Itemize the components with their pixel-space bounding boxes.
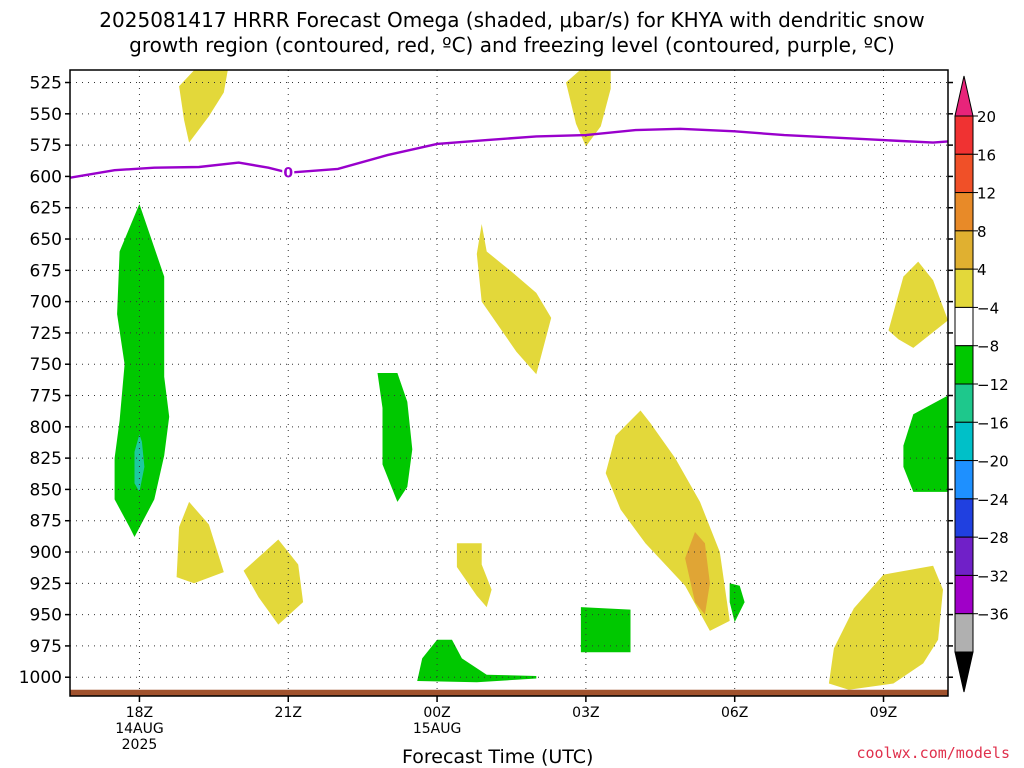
y-tick-label: 525 <box>30 74 62 94</box>
colorbar-bin <box>954 498 974 538</box>
x-tick-sublabel: 14AUG <box>115 721 164 737</box>
omega-region-yellow <box>243 539 304 625</box>
omega-region-teal <box>134 434 145 492</box>
y-tick-label: 900 <box>30 543 62 563</box>
x-tick-sublabel: 15AUG <box>413 721 462 737</box>
y-tick-label: 875 <box>30 512 62 532</box>
y-tick-label: 675 <box>30 261 62 281</box>
colorbar-tick-label: 12 <box>977 185 996 203</box>
colorbar-bin <box>954 536 974 576</box>
omega-region-green <box>377 373 413 502</box>
y-tick-label: 950 <box>30 606 62 626</box>
colorbar-bin <box>954 153 974 194</box>
x-tick-label: 00Z <box>423 705 450 721</box>
y-tick-label: 650 <box>30 230 62 250</box>
colorbar-bin <box>954 268 974 308</box>
colorbar-bin <box>954 345 974 385</box>
omega-region-green <box>114 204 170 537</box>
y-tick-label: 750 <box>30 355 62 375</box>
omega-region-yellow <box>888 261 948 348</box>
colorbar-tick-label: −20 <box>977 453 1009 471</box>
colorbar-bin <box>954 421 974 462</box>
x-tick-sublabel: 2025 <box>122 737 158 753</box>
colorbar-tick-label: −24 <box>977 491 1009 509</box>
colorbar-bin <box>954 230 974 270</box>
omega-region-yellow <box>476 224 552 375</box>
freezing-level-label-bg <box>282 164 295 181</box>
x-tick-label: 06Z <box>721 705 748 721</box>
omega-region-green <box>903 395 948 492</box>
ground-surface <box>70 689 948 696</box>
omega-region-orange <box>685 532 710 615</box>
colorbar-tick-label: 20 <box>977 108 996 126</box>
y-tick-label: 700 <box>30 293 62 313</box>
omega-region-yellow <box>179 70 228 143</box>
colorbar-tick-label: −16 <box>977 414 1009 432</box>
plot-area: 0 <box>70 70 948 696</box>
plot-frame <box>69 69 949 697</box>
colorbar-bin <box>954 115 974 155</box>
y-tick-label: 800 <box>30 418 62 438</box>
x-axis-label: Forecast Time (UTC) <box>402 746 594 768</box>
y-tick-label: 850 <box>30 480 62 500</box>
y-tick-label: 550 <box>30 105 62 125</box>
colorbar-bin <box>954 383 974 423</box>
y-tick-label: 1000 <box>19 668 62 688</box>
colorbar-tick-label: 4 <box>977 261 987 279</box>
colorbar-tick-label: 8 <box>977 223 987 241</box>
omega-region-yellow <box>605 410 730 631</box>
y-tick-label: 725 <box>30 324 62 344</box>
colorbar-top-arrow <box>954 75 974 117</box>
colorbar-tick-label: −4 <box>977 299 999 317</box>
colorbar-bin <box>954 613 974 653</box>
omega-region-yellow <box>828 565 943 690</box>
y-tick-label: 600 <box>30 167 62 187</box>
colorbar-bin <box>954 192 974 232</box>
colorbar-bottom-arrow <box>954 651 974 693</box>
colorbar-bin <box>954 306 974 347</box>
omega-region-yellow <box>456 543 492 608</box>
colorbar-tick-label: −12 <box>977 376 1009 394</box>
x-tick-label: 03Z <box>572 705 599 721</box>
x-tick-label: 21Z <box>275 705 302 721</box>
freezing-level-line <box>70 127 948 179</box>
omega-region-yellow <box>176 501 224 584</box>
omega-region-green <box>417 639 537 683</box>
y-tick-label: 925 <box>30 574 62 594</box>
colorbar-tick-label: −28 <box>977 529 1009 547</box>
colorbar-bin <box>954 460 974 500</box>
y-tick-label: 575 <box>30 136 62 156</box>
colorbar-tick-label: −32 <box>977 567 1009 585</box>
colorbar-tick-label: −36 <box>977 606 1009 624</box>
colorbar-tick-label: 16 <box>977 146 996 164</box>
colorbar-tick-label: −8 <box>977 338 999 356</box>
freezing-level-label: 0 <box>283 166 293 182</box>
x-tick-label: 09Z <box>870 705 897 721</box>
x-tick-label: 18Z <box>126 705 153 721</box>
y-tick-label: 625 <box>30 199 62 219</box>
y-tick-label: 825 <box>30 449 62 469</box>
omega-region-green <box>580 607 631 653</box>
colorbar-bin <box>954 574 974 615</box>
omega-region-yellow <box>566 70 611 147</box>
chart-title: 2025081417 HRRR Forecast Omega (shaded, … <box>99 8 925 57</box>
y-tick-label: 775 <box>30 387 62 407</box>
y-tick-label: 975 <box>30 637 62 657</box>
credit-link[interactable]: coolwx.com/models <box>856 744 1010 762</box>
omega-region-green <box>729 583 745 623</box>
